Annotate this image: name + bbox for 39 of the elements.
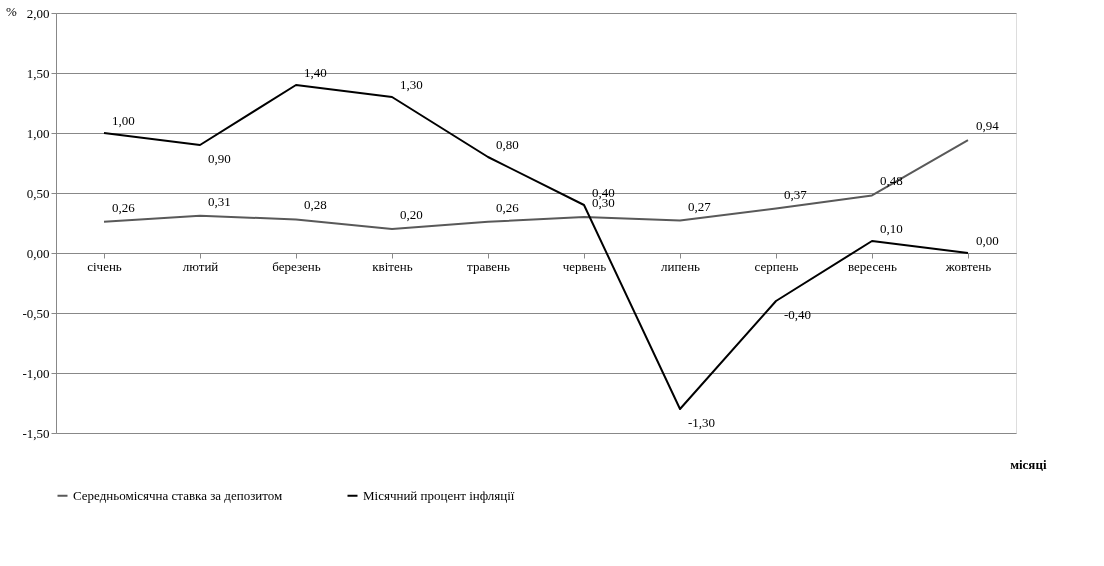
- data-label: 0,26: [112, 199, 136, 215]
- y-tick-label: 0,00: [26, 245, 50, 261]
- x-tick-label: серпень: [754, 258, 799, 274]
- data-label: 0,31: [208, 193, 231, 209]
- data-label: 0,80: [496, 137, 519, 152]
- y-tick-label: -1,50: [22, 425, 50, 441]
- x-tick-label: вересень: [847, 258, 898, 274]
- x-tick-label: квітень: [372, 258, 413, 274]
- data-label: -0,40: [784, 307, 812, 322]
- data-label: 0,27: [688, 198, 712, 214]
- data-label: -1,30: [688, 415, 716, 430]
- data-label: 0,28: [304, 197, 327, 213]
- x-tick-label: жовтень: [944, 258, 992, 274]
- x-tick-label: січень: [87, 258, 122, 274]
- legend-label: Середньомісячна ставка за депозитом: [73, 487, 283, 503]
- y-tick-label: -1,00: [22, 365, 50, 381]
- y-tick-label: 1,00: [26, 125, 50, 141]
- data-label: 0,37: [784, 186, 808, 202]
- data-label: 1,30: [400, 77, 423, 92]
- x-axis-title: місяці: [1010, 456, 1047, 472]
- y-tick-label: 0,50: [26, 185, 50, 201]
- x-tick-label: березень: [272, 258, 321, 274]
- data-label: 0,90: [208, 151, 231, 166]
- x-tick-label: лютий: [182, 258, 219, 274]
- x-tick-label: червень: [562, 258, 607, 274]
- x-tick-label: травень: [467, 258, 510, 274]
- data-label: 0,26: [496, 199, 520, 215]
- y-tick-label: -0,50: [22, 305, 50, 321]
- y-tick-label: 1,50: [26, 65, 50, 81]
- y-axis-title: %: [6, 3, 18, 19]
- data-label: 0,00: [976, 233, 999, 248]
- data-label: 0,94: [976, 118, 1000, 134]
- data-label: 0,10: [880, 221, 903, 236]
- data-label: 1,40: [304, 65, 327, 80]
- x-tick-label: липень: [660, 258, 701, 274]
- data-label: 1,00: [112, 113, 135, 128]
- legend-label: Місячний процент інфляції: [363, 487, 515, 503]
- y-tick-label: 2,00: [26, 5, 50, 21]
- data-label: 0,20: [400, 207, 423, 222]
